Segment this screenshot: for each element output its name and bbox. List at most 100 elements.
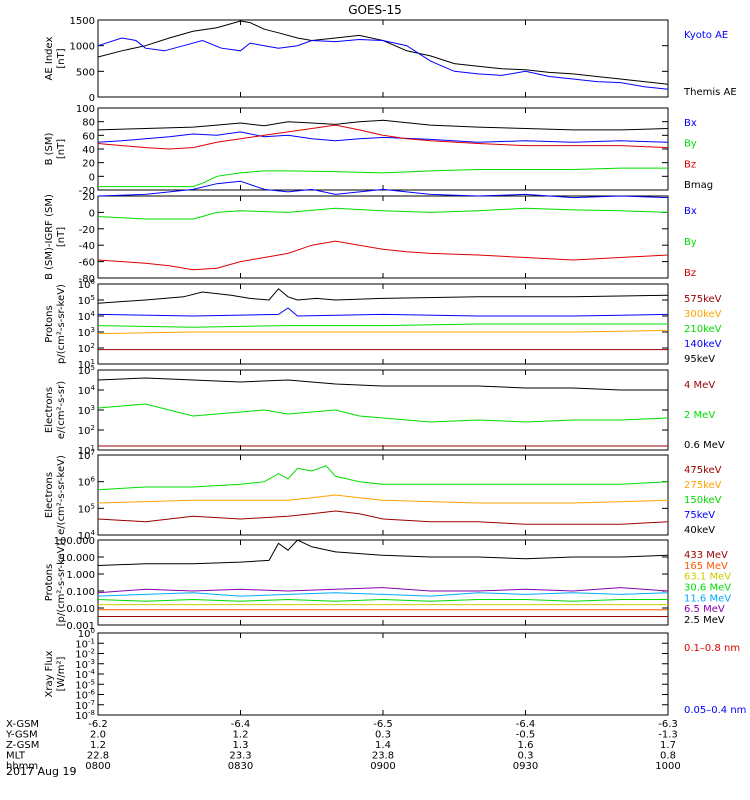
series-line-bz (97, 124, 669, 150)
panel-b: -20 0 20 40 60 80 100 B (SM) [nT] Bx By Bz Bmag (44, 104, 713, 197)
ephemeris-label: X-GSM (6, 719, 39, 730)
ephemeris-block: X-GSM -6.2 -6.4 -6.5 -6.4 -6.3Y-GSM 2.0 1.2 0.3-… (5, 719, 681, 772)
legend-entry: 140keV (684, 339, 722, 350)
y-tick-label: -20 (79, 225, 95, 236)
ephemeris-label: Y-GSM (5, 730, 38, 741)
panel-protons2: 0.001 0.010 0.100 1.000 10.000 100.000 Protons… (44, 536, 731, 632)
y-axis-label: AE Index (44, 36, 55, 80)
y-tick-label: 105 (78, 364, 95, 377)
y-tick-label: 10-4 (75, 668, 95, 681)
y-tick-label: 10-6 (75, 689, 95, 702)
ephemeris-value: 0930 (513, 761, 538, 772)
ephemeris-value: 0.3 (518, 751, 534, 762)
panel-frame (97, 19, 669, 98)
ephemeris-value: -6.4 (231, 719, 251, 730)
y-tick-label: 100.000 (54, 536, 95, 547)
panel-ae: 0 500 1000 1500 AE Index [nT] Kyoto AE Themis A… (44, 16, 737, 104)
series-line-by (97, 207, 669, 220)
y-tick-label: 40 (82, 145, 95, 156)
y-tick-label: 10-7 (75, 699, 95, 712)
panel-frame (97, 454, 669, 536)
ephemeris-value: 0830 (228, 761, 253, 772)
ephemeris-label: hhmm (6, 761, 38, 772)
y-tick-label: 100 (78, 627, 95, 640)
y-tick-label: 100 (76, 104, 95, 115)
y-axis-label: [nT] (56, 227, 67, 247)
y-tick-label: 102 (78, 342, 95, 355)
legend-entry: 210keV (684, 324, 722, 335)
ephemeris-value: 1.2 (233, 730, 249, 741)
legend-entry: 433 MeV (684, 550, 728, 561)
series-line-themis-ae (97, 20, 669, 85)
panel-electrons2: 104 105 106 107 Electrons e/(cm²-s-sr-keV) 475… (44, 449, 722, 542)
legend-entry: Bz (684, 268, 696, 279)
series-line-kyoto-ae (97, 37, 669, 90)
y-axis-label: Protons (44, 564, 55, 601)
legend-entry: By (684, 237, 697, 248)
ephemeris-value: -6.4 (516, 719, 536, 730)
series-line-2-5-mev (97, 539, 669, 566)
y-tick-label: 0 (89, 172, 95, 183)
y-tick-label: 60 (82, 131, 95, 142)
legend-entry: Bx (684, 118, 697, 129)
series-line-30-6-mev (97, 598, 668, 602)
y-tick-label: 104 (78, 310, 96, 323)
y-tick-label: 1000 (70, 42, 95, 53)
legend-entry: 150keV (684, 495, 722, 506)
y-tick-label: -60 (79, 258, 95, 269)
series-line-bx (97, 131, 669, 143)
legend-entry: 165 MeV (684, 561, 728, 572)
y-tick-label: 102 (78, 424, 95, 437)
series-line-150kev (97, 465, 669, 491)
y-tick-label: 104 (78, 384, 96, 397)
series-line-40kev (97, 510, 669, 525)
legend-entry: 275keV (684, 480, 722, 491)
y-tick-label: 10-1 (75, 637, 95, 650)
legend-entry: Themis AE (683, 87, 737, 98)
y-axis-label: Xray Flux (44, 650, 55, 697)
legend-entry: 2 MeV (684, 410, 715, 421)
ephemeris-value: 0.3 (375, 730, 391, 741)
series-line-bmag (97, 119, 669, 131)
y-tick-label: 0 (89, 208, 95, 219)
ephemeris-value: 0800 (85, 761, 110, 772)
legend-entry: Bz (684, 159, 696, 170)
ephemeris-label: Z-GSM (6, 740, 39, 751)
legend-entry: 300keV (684, 309, 722, 320)
y-tick-label: 80 (82, 118, 95, 129)
legend-entry: 11.6 MeV (684, 593, 731, 604)
legend-entry: 0.05–0.4 nm (684, 705, 746, 716)
y-tick-label: 105 (78, 502, 95, 515)
ephemeris-value: -6.2 (88, 719, 108, 730)
y-tick-label: 103 (78, 404, 95, 417)
y-axis-label: Electrons (44, 472, 55, 518)
legend-entry: 63.1 MeV (684, 572, 731, 583)
ephemeris-value: 22.8 (87, 751, 109, 762)
legend-entry: 75keV (684, 510, 715, 521)
y-axis-label: p/(cm²-s-sr-keV) (56, 284, 67, 364)
legend-entry: 0.1–0.8 nm (684, 643, 740, 654)
ephemeris-value: -6.3 (658, 719, 678, 730)
y-tick-label: 10-2 (75, 648, 95, 661)
series-line-75kev (97, 494, 669, 504)
legend-entry: 6.5 MeV (684, 604, 725, 615)
y-tick-label: -40 (79, 241, 95, 252)
y-axis-label: B (SM) (44, 132, 55, 165)
ephemeris-value: 1.2 (90, 740, 106, 751)
series-line-0-6-mev (97, 377, 668, 391)
series-line-by (98, 167, 668, 188)
y-axis-label: [W/m²] (56, 656, 67, 691)
y-tick-label: 10-8 (75, 709, 95, 722)
legend-entry: 575keV (684, 294, 722, 305)
ephemeris-value: 1.3 (233, 740, 249, 751)
date-label: 2017 Aug 19 (6, 765, 76, 778)
series-line-bz (97, 240, 669, 271)
panel-electrons1: 101 102 103 104 105 Electrons e/(cm²-s-sr) 4 Me… (44, 364, 725, 457)
ephemeris-value: 1.7 (660, 740, 676, 751)
y-tick-label: 10.000 (60, 553, 95, 564)
series-line-2-mev (97, 403, 669, 423)
legend-entry: 30.6 MeV (684, 583, 731, 594)
